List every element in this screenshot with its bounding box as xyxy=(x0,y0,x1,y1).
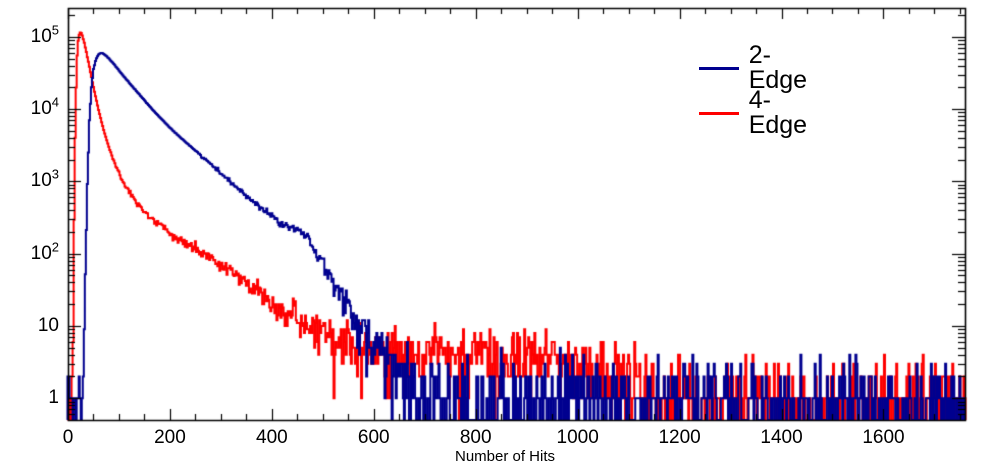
x-tick-label-200: 200 xyxy=(154,427,186,448)
y-tick-label-1000: 103 xyxy=(30,167,59,192)
x-tick-label-1200: 1200 xyxy=(658,427,701,448)
legend-label-4-edge: 4-Edge xyxy=(748,86,808,139)
x-axis-title: Number of Hits xyxy=(454,448,556,465)
y-tick-label-100: 102 xyxy=(30,239,59,264)
legend-label-2-edge: 2-Edge xyxy=(748,41,808,94)
x-tick-label-800: 800 xyxy=(459,427,492,448)
x-tick-label-1000: 1000 xyxy=(556,427,599,448)
x-tick-label-1600: 1600 xyxy=(862,427,905,448)
y-tick-label-10000: 104 xyxy=(30,94,59,120)
y-tick-label-1: 1 xyxy=(48,387,59,409)
x-tick-label-600: 600 xyxy=(357,427,390,448)
y-tick-label-100000: 105 xyxy=(30,22,59,47)
legend-color-swatch-4-edge xyxy=(699,111,739,115)
legend-entry-4-edge: 4-Edge xyxy=(699,88,815,138)
legend-color-swatch-2-edge xyxy=(699,66,739,70)
x-tick-label-1400: 1400 xyxy=(760,427,803,448)
x-tick-label-400: 400 xyxy=(256,427,288,448)
y-tick-label-10: 10 xyxy=(37,314,59,336)
x-tick-label-0: 0 xyxy=(62,427,74,448)
legend-entry-2-edge: 2-Edge xyxy=(699,43,815,93)
